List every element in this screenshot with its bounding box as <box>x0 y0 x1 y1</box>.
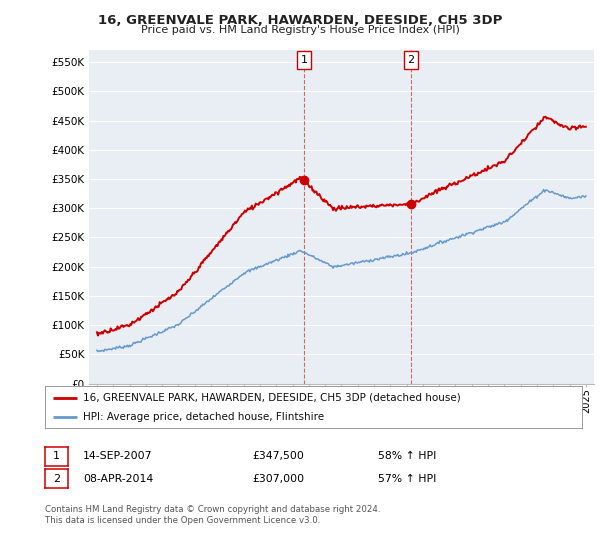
Text: 58% ↑ HPI: 58% ↑ HPI <box>378 451 436 461</box>
Text: Price paid vs. HM Land Registry's House Price Index (HPI): Price paid vs. HM Land Registry's House … <box>140 25 460 35</box>
Text: 2: 2 <box>53 474 60 484</box>
Text: 16, GREENVALE PARK, HAWARDEN, DEESIDE, CH5 3DP: 16, GREENVALE PARK, HAWARDEN, DEESIDE, C… <box>98 14 502 27</box>
Text: £307,000: £307,000 <box>252 474 304 484</box>
Text: 1: 1 <box>301 55 308 66</box>
Text: 57% ↑ HPI: 57% ↑ HPI <box>378 474 436 484</box>
Text: 14-SEP-2007: 14-SEP-2007 <box>83 451 152 461</box>
Text: 08-APR-2014: 08-APR-2014 <box>83 474 153 484</box>
Text: Contains HM Land Registry data © Crown copyright and database right 2024.
This d: Contains HM Land Registry data © Crown c… <box>45 505 380 525</box>
Text: £347,500: £347,500 <box>252 451 304 461</box>
Text: 16, GREENVALE PARK, HAWARDEN, DEESIDE, CH5 3DP (detached house): 16, GREENVALE PARK, HAWARDEN, DEESIDE, C… <box>83 393 460 403</box>
Text: 1: 1 <box>53 451 60 461</box>
Text: 2: 2 <box>407 55 415 66</box>
Text: HPI: Average price, detached house, Flintshire: HPI: Average price, detached house, Flin… <box>83 412 324 422</box>
